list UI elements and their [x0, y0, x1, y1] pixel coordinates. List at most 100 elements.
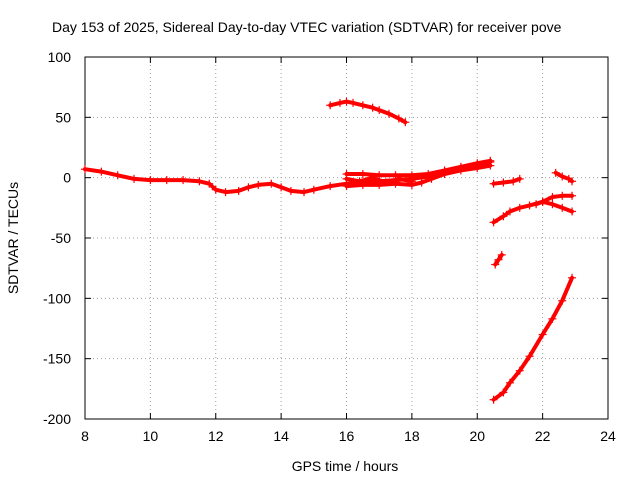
data-point	[538, 197, 547, 206]
series-line	[534, 199, 574, 214]
data-point	[489, 179, 498, 188]
x-tick-label: 12	[208, 428, 224, 444]
series-band-16-18-mid	[342, 173, 416, 187]
data-point	[558, 172, 567, 181]
data-point	[407, 177, 416, 186]
data-point	[548, 192, 557, 201]
data-point	[335, 98, 344, 107]
data-point	[473, 164, 482, 173]
series-line	[553, 170, 574, 184]
data-point	[558, 203, 567, 212]
data-point	[424, 170, 433, 179]
series-line	[344, 158, 493, 178]
axis-ticks	[84, 56, 609, 420]
data-point	[491, 260, 500, 269]
data-point	[440, 170, 449, 179]
data-point	[342, 182, 351, 191]
data-point	[368, 103, 377, 112]
data-point	[195, 177, 204, 186]
y-tick-label: -200	[43, 411, 71, 427]
data-point	[254, 180, 263, 189]
data-point	[494, 255, 503, 264]
y-axis-label: SDTVAR / TECUs	[5, 182, 21, 294]
data-point	[401, 118, 410, 127]
data-point	[427, 174, 436, 183]
data-point	[368, 173, 377, 182]
x-tick-labels: 8 10 12 14 16 18 20 22 24	[81, 428, 616, 444]
series-line	[491, 275, 574, 402]
data-point	[509, 177, 518, 186]
data-point	[300, 188, 309, 197]
data-point	[515, 174, 524, 183]
data-point	[525, 201, 534, 210]
data-point	[358, 170, 367, 179]
data-point	[358, 101, 367, 110]
series-band-16-18-lower	[342, 161, 495, 191]
data-point	[384, 109, 393, 118]
y-tick-label: 0	[63, 170, 71, 186]
y-tick-label: 50	[55, 109, 71, 125]
series-fragment-20-7	[491, 250, 506, 269]
data-point	[309, 185, 318, 194]
data-point	[205, 179, 214, 188]
series-line	[328, 99, 408, 125]
data-point	[417, 178, 426, 187]
data-point	[375, 180, 384, 189]
data-series	[81, 97, 577, 404]
data-point	[221, 188, 230, 197]
data-point	[244, 183, 253, 192]
data-point	[97, 167, 106, 176]
data-point	[548, 200, 557, 209]
data-point	[489, 395, 498, 404]
data-point	[277, 183, 286, 192]
y-tick-label: -50	[51, 230, 71, 246]
data-point	[568, 191, 577, 200]
data-point	[499, 212, 508, 221]
data-point	[162, 176, 171, 185]
data-point	[558, 191, 567, 200]
x-tick-label: 22	[535, 428, 551, 444]
data-point	[548, 314, 557, 323]
x-tick-label: 24	[600, 428, 616, 444]
x-axis-label: GPS time / hours	[292, 458, 399, 474]
y-tick-label: -150	[43, 351, 71, 367]
data-point	[515, 366, 524, 375]
data-point	[538, 330, 547, 339]
data-point	[355, 177, 364, 186]
data-point	[342, 97, 351, 106]
x-tick-label: 10	[143, 428, 159, 444]
data-point	[532, 200, 541, 209]
x-tick-label: 20	[469, 428, 485, 444]
grid-lines	[85, 57, 608, 419]
data-point	[568, 273, 577, 282]
data-point	[489, 218, 498, 227]
data-point	[497, 250, 506, 259]
data-point	[349, 98, 358, 107]
data-point	[525, 352, 534, 361]
data-point	[375, 171, 384, 180]
y-tick-label: -100	[43, 290, 71, 306]
data-point	[234, 186, 243, 195]
data-point	[342, 174, 351, 183]
data-point	[486, 161, 495, 170]
data-point	[515, 203, 524, 212]
x-tick-label: 18	[404, 428, 420, 444]
series-short-20-21	[489, 174, 524, 188]
series-line	[491, 176, 522, 186]
data-point	[505, 207, 514, 216]
series-small-22-23	[551, 168, 577, 186]
series-falling-22-23	[532, 197, 577, 216]
data-point	[146, 176, 155, 185]
data-point	[394, 174, 403, 183]
chart-title: Day 153 of 2025, Sidereal Day-to-day VTE…	[52, 19, 562, 35]
series-big-rise	[489, 273, 577, 404]
data-point	[456, 166, 465, 175]
x-tick-label: 14	[273, 428, 289, 444]
data-point	[558, 296, 567, 305]
data-point	[499, 388, 508, 397]
data-point	[326, 182, 335, 191]
data-point	[375, 106, 384, 115]
data-point	[179, 176, 188, 185]
y-tick-labels: -200 -150 -100 -50 0 50 100	[43, 49, 71, 427]
